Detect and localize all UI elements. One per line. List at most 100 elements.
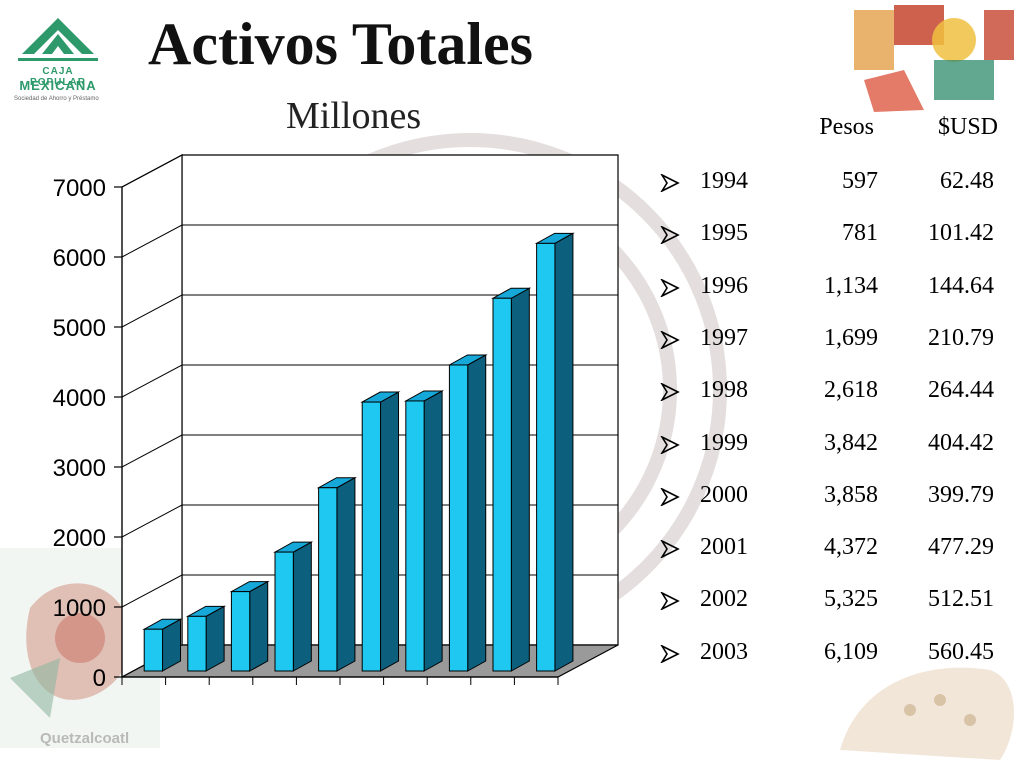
bar-1997	[273, 541, 314, 672]
bar-front	[405, 400, 425, 672]
bar-side	[292, 541, 312, 672]
gridline	[121, 294, 618, 328]
row-usd: 210.79	[928, 324, 994, 351]
table-row: 1996 1,134 144.64	[660, 273, 1000, 303]
bar-side	[380, 391, 400, 672]
bar-1996	[229, 580, 270, 672]
row-pesos: 3,842	[824, 429, 878, 456]
y-tick-label: 6000	[53, 245, 106, 272]
arrow-bullet-icon	[660, 174, 680, 192]
bar-front	[492, 297, 512, 672]
bar-front	[230, 591, 251, 672]
logo-line-2: MEXICANA	[19, 78, 97, 93]
arrow-bullet-icon	[660, 487, 680, 506]
y-tick-label: 5000	[53, 315, 106, 342]
row-pesos: 4,372	[824, 534, 878, 561]
y-tick-label: 4000	[53, 385, 106, 412]
row-usd: 101.42	[928, 220, 994, 247]
bar-side	[554, 232, 574, 672]
logo-line-1: CAJA POPULAR	[30, 66, 86, 88]
bar-2002	[491, 287, 532, 672]
y-tick-label: 1000	[53, 595, 106, 622]
table-row: 2000 3,858 399.79	[660, 482, 1000, 512]
row-pesos: 781	[842, 220, 878, 247]
bar-side	[205, 605, 225, 672]
logo-house-icon	[18, 18, 98, 61]
table-row: 1999 3,842 404.42	[660, 430, 1000, 460]
bar-front	[361, 401, 382, 672]
row-year: 1998	[700, 377, 748, 404]
bar-side	[510, 287, 530, 672]
row-year: 2003	[700, 638, 748, 665]
row-usd: 477.29	[928, 534, 994, 561]
bar-side	[423, 390, 443, 672]
row-year: 2001	[700, 534, 748, 561]
row-year: 1999	[700, 429, 748, 456]
table-row: 2001 4,372 477.29	[660, 534, 1000, 564]
row-usd: 399.79	[928, 481, 994, 508]
bar-1998	[316, 476, 357, 672]
column-header-usd: $USD	[937, 114, 998, 140]
table-row: 1998 2,618 264.44	[660, 377, 1000, 407]
bar-2000	[403, 390, 445, 672]
row-usd: 62.48	[940, 168, 994, 194]
bar-side	[249, 580, 269, 672]
bar-1994	[142, 618, 183, 672]
row-year: 2000	[700, 481, 748, 508]
chart-left-wall	[121, 154, 183, 678]
row-usd: 144.64	[928, 272, 994, 299]
y-tick-label: 3000	[53, 455, 106, 482]
arrow-bullet-icon	[660, 540, 680, 559]
y-tick-label: 0	[93, 665, 106, 692]
row-pesos: 5,325	[824, 586, 878, 613]
row-pesos: 2,618	[824, 377, 878, 404]
bar-front	[187, 615, 207, 672]
logo-line-3: Sociedad de Ahorro y Préstamo	[14, 96, 99, 102]
bar-side	[467, 354, 487, 672]
row-usd: 560.45	[928, 638, 994, 665]
table-row: 1995 781 101.42	[660, 220, 1000, 250]
bar-front	[536, 242, 556, 672]
arrow-bullet-icon	[660, 644, 680, 663]
gridline	[121, 154, 618, 188]
bar-front	[318, 487, 338, 672]
page-title: Activos Totales	[148, 11, 534, 77]
bar-front	[274, 551, 294, 672]
row-year: 1995	[700, 220, 748, 247]
bar-1995	[185, 605, 227, 672]
y-tick-label: 2000	[53, 525, 106, 552]
table-row: 1994 597 62.48	[660, 168, 1000, 198]
decoration-caption: Quetzalcoatl	[40, 730, 130, 747]
page-subtitle: Millones	[286, 95, 422, 137]
row-pesos: 3,858	[824, 481, 878, 508]
table-row: 2003 6,109 560.45	[660, 639, 1000, 669]
total-assets-bar-chart: 0 1000 2000 3000 4000 5000 6000 7000	[53, 154, 619, 692]
arrow-bullet-icon	[660, 435, 680, 454]
bar-front	[448, 364, 469, 672]
y-tick-label: 7000	[53, 175, 106, 202]
bar-2003	[534, 232, 575, 672]
row-pesos: 6,109	[824, 638, 878, 665]
table-row: 2002 5,325 512.51	[660, 586, 1000, 616]
bar-front	[143, 628, 164, 672]
jaguar-decoration	[840, 667, 1014, 760]
row-year: 2002	[700, 586, 748, 613]
row-pesos: 1,699	[824, 324, 878, 351]
bar-2001	[447, 354, 488, 672]
caja-popular-logo: CAJA POPULAR MEXICANA Sociedad de Ahorro…	[14, 14, 102, 106]
row-year: 1996	[700, 272, 748, 299]
bar-1999	[360, 391, 401, 672]
row-usd: 264.44	[928, 377, 994, 404]
arrow-bullet-icon	[660, 330, 680, 349]
arrow-bullet-icon	[660, 226, 680, 245]
codex-figure-decoration	[854, 5, 1014, 112]
table-row: 1997 1,699 210.79	[660, 325, 1000, 355]
column-header-pesos: Pesos	[819, 114, 874, 140]
row-pesos: 1,134	[824, 272, 878, 299]
row-pesos: 597	[842, 168, 878, 194]
gridline	[121, 224, 618, 258]
arrow-bullet-icon	[660, 592, 680, 611]
row-year: 1997	[700, 324, 748, 351]
bar-side	[336, 476, 356, 672]
arrow-bullet-icon	[660, 278, 680, 297]
